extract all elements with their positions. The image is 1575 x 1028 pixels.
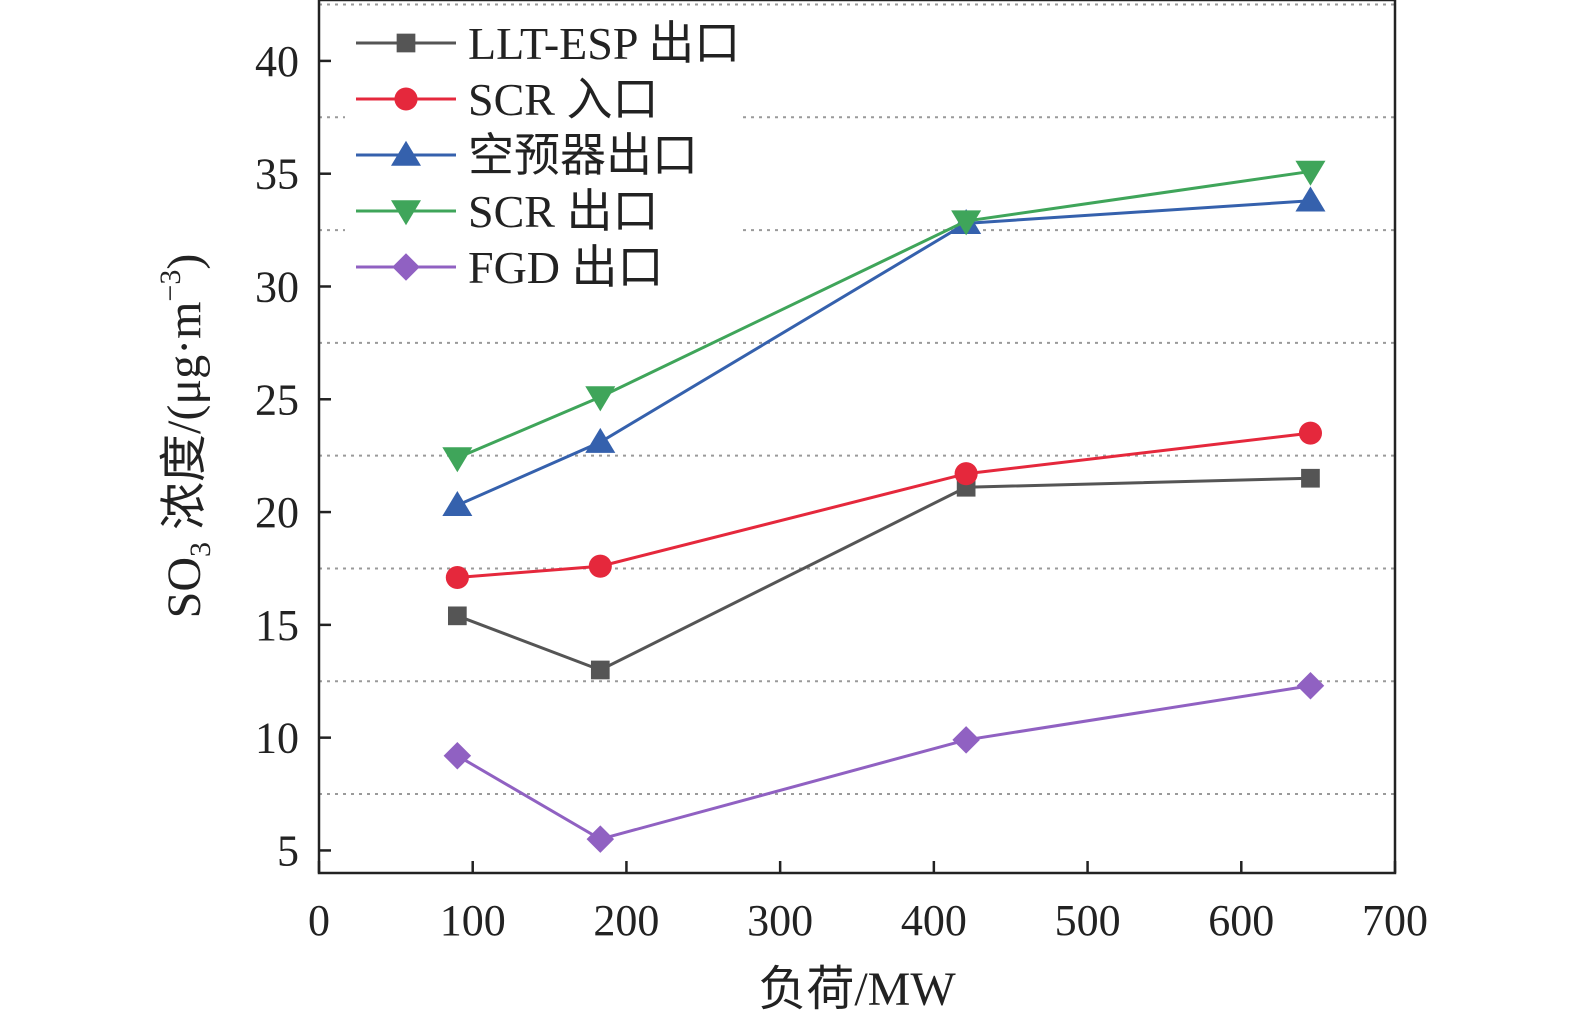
x-tick-label-0: 0	[308, 896, 330, 945]
x-tick-label-3: 300	[747, 896, 813, 945]
legend-marker-0	[396, 33, 416, 53]
legend-label-4: FGD 出口	[468, 242, 664, 293]
data-point-1-0	[445, 565, 469, 590]
grid-lines	[319, 3, 1395, 796]
y-axis-title-suffix: )	[158, 254, 211, 270]
legend-marker-2	[390, 140, 422, 166]
series-line-2	[456, 199, 1311, 507]
series-line-1	[457, 431, 1311, 579]
data-point-2-3	[1295, 186, 1326, 212]
series-line-4	[456, 684, 1311, 841]
data-point-4-3	[1296, 672, 1325, 700]
data-point-0-1	[590, 660, 610, 680]
series-line-3	[456, 169, 1311, 460]
data-point-0-3	[1301, 468, 1320, 488]
y-tick-label-6: 35	[255, 150, 299, 199]
y-tick-label-4: 25	[255, 375, 299, 424]
legend-marker-1	[394, 87, 418, 111]
y-tick-label-1: 10	[255, 714, 299, 763]
y-tick-label-7: 40	[255, 37, 299, 86]
legend-marker-3	[390, 200, 422, 226]
legend-label-0: LLT-ESP 出口	[468, 18, 740, 69]
data-point-4-0	[443, 741, 472, 770]
legend-label-1: SCR 入口	[468, 74, 658, 125]
data-point-2-1	[585, 427, 616, 453]
y-axis-title: SO3 浓度/(μg·m−3)	[154, 254, 217, 619]
data-point-3-0	[442, 447, 473, 473]
x-tick-label-4: 400	[901, 896, 967, 945]
legend-label-2: 空预器出口	[468, 130, 698, 181]
data-point-2-0	[442, 491, 473, 517]
x-tick-label-5: 500	[1055, 896, 1121, 945]
data-point-1-3	[1298, 421, 1323, 445]
x-tick-label-1: 100	[440, 896, 506, 945]
x-tick-label-6: 600	[1208, 896, 1274, 945]
series-line-0	[456, 476, 1311, 672]
data-point-3-3	[1295, 160, 1326, 186]
series-group	[442, 160, 1326, 853]
plot-frame	[317, 0, 1397, 875]
x-axis-title: 负荷/MW	[758, 963, 956, 1016]
y-axis-title-prefix: SO	[158, 557, 211, 618]
x-tick-label-2: 200	[593, 896, 659, 945]
data-point-1-2	[954, 462, 978, 486]
y-tick-label-3: 20	[255, 488, 299, 537]
data-point-3-1	[585, 386, 616, 412]
y-tick-label-0: 5	[277, 826, 299, 875]
y-axis-title-superscript: −3	[154, 270, 187, 302]
x-tick-label-7: 700	[1362, 896, 1428, 945]
data-point-4-1	[586, 825, 615, 853]
legend-label-3: SCR 出口	[468, 186, 658, 237]
data-point-3-2	[951, 210, 982, 236]
data-point-1-1	[588, 554, 612, 578]
axis-ticks: 0 100 200 300 400 500 600 700 5 10 15 20 25 30 35 40	[255, 37, 1428, 945]
y-tick-label-2: 15	[255, 601, 299, 650]
y-tick-label-5: 30	[255, 262, 299, 311]
data-point-0-0	[447, 606, 467, 626]
y-axis-title-subscript: 3	[184, 542, 217, 557]
y-axis-title-main: 浓度/(μg·m	[158, 302, 211, 542]
data-point-4-2	[952, 726, 980, 754]
legend-marker-4	[392, 253, 420, 281]
